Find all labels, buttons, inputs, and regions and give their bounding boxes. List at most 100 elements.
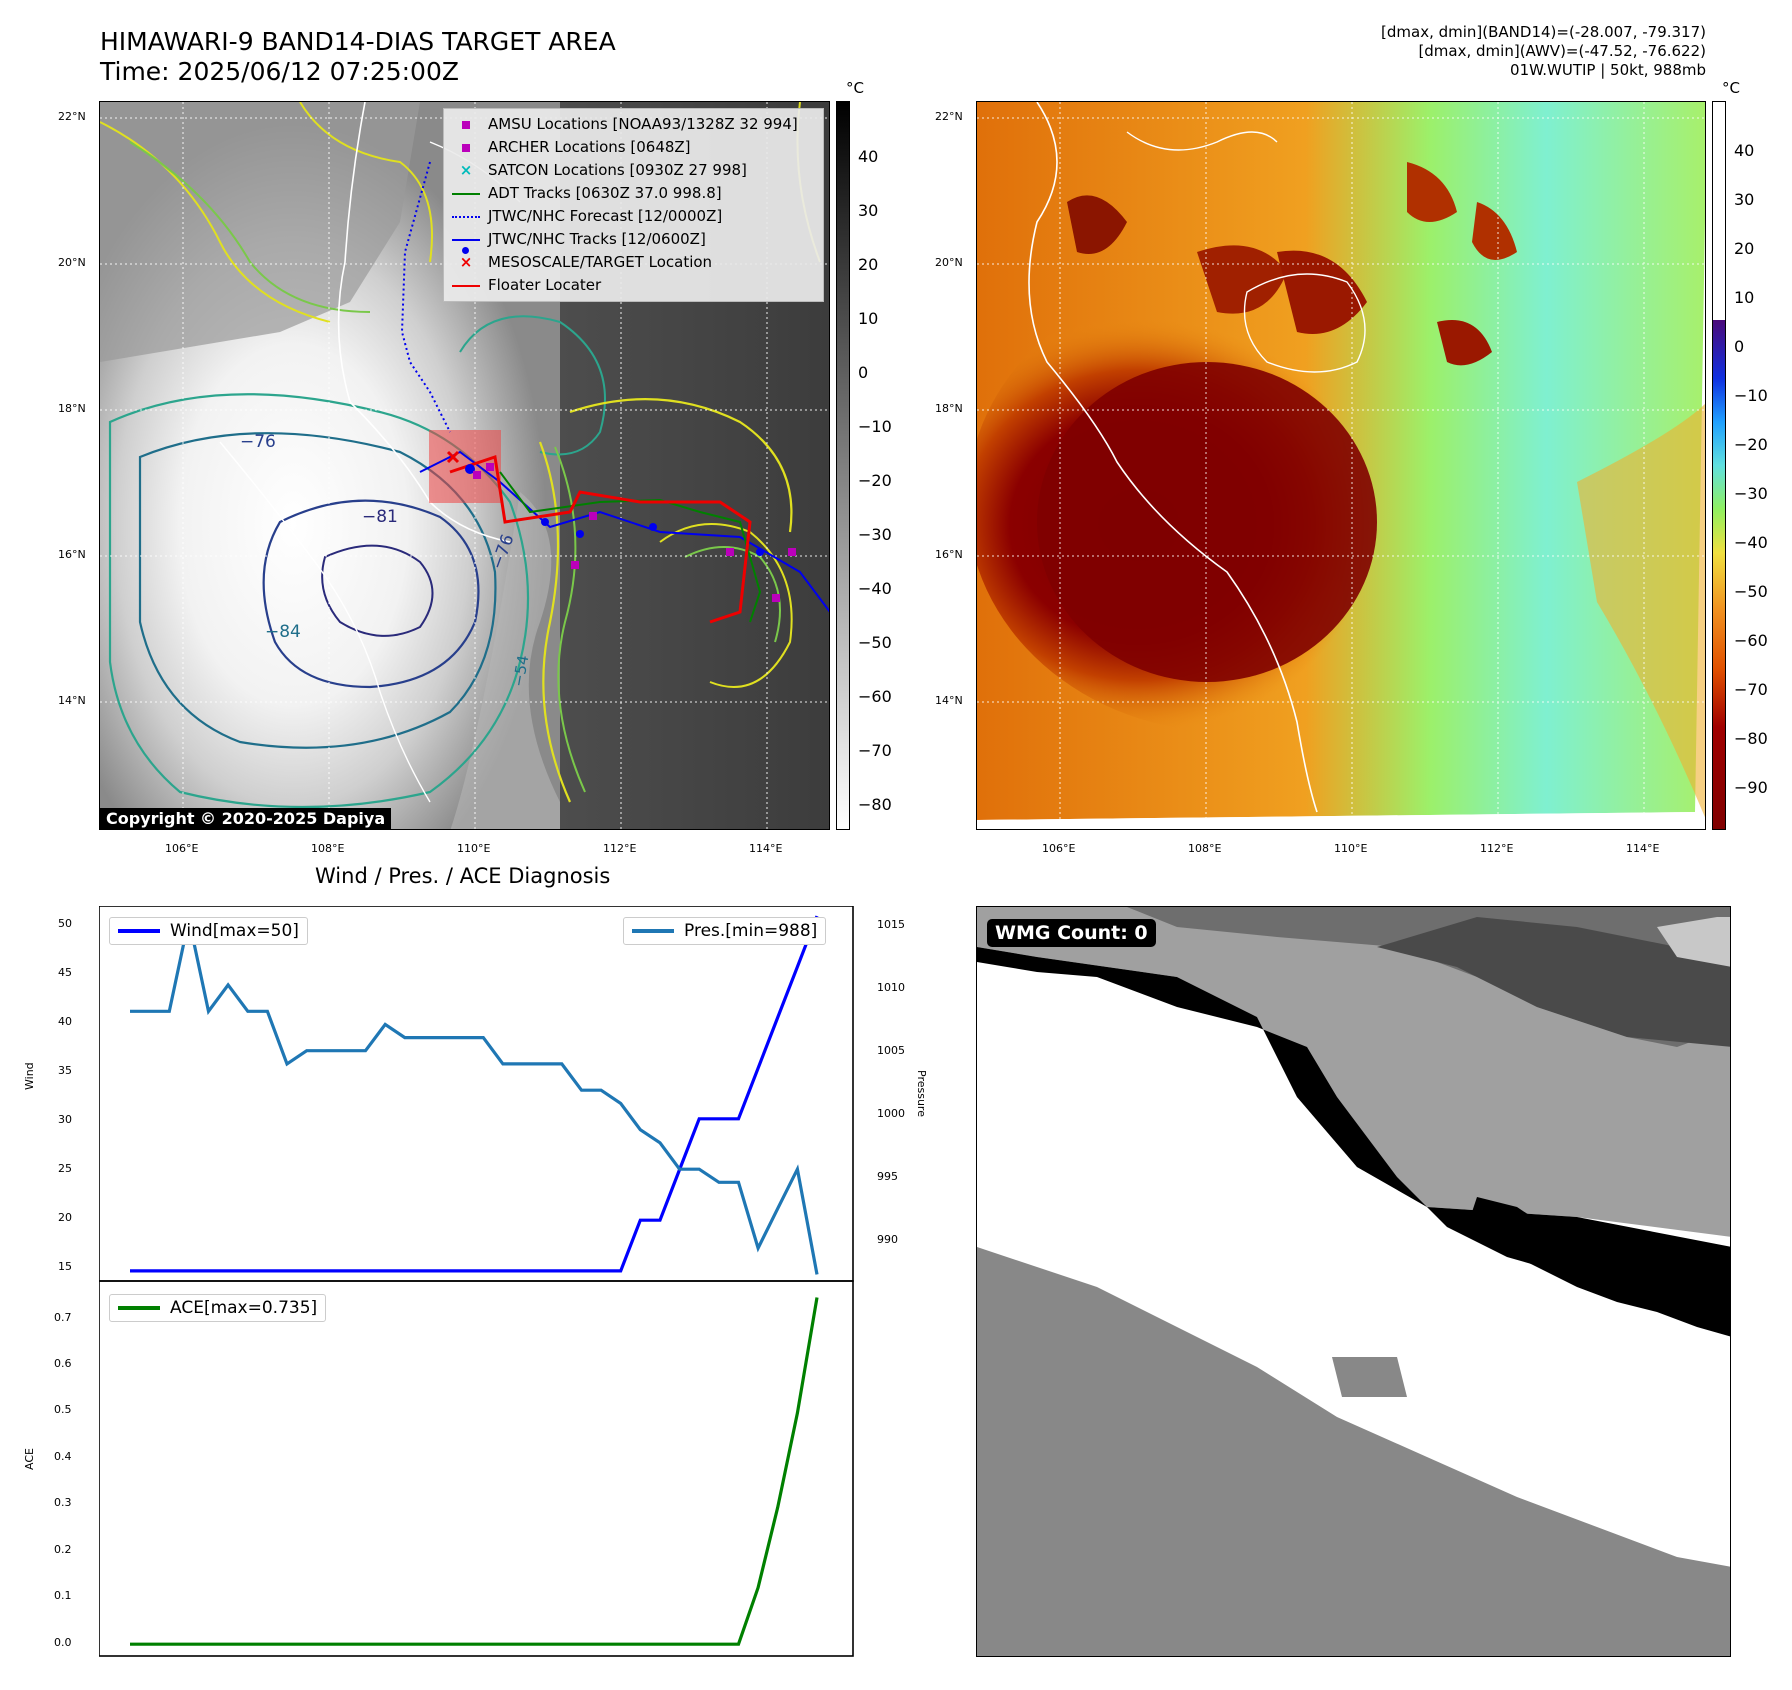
lon-tick: 112°E <box>1480 842 1514 855</box>
colorbar-tick: −80 <box>1734 729 1768 748</box>
colorbar-tick: −70 <box>1734 680 1768 699</box>
wind-axis-label: Wind <box>23 1062 36 1090</box>
ace-tick: 0.3 <box>54 1496 72 1509</box>
copyright-label: Copyright © 2020-2025 Dapiya <box>100 808 392 829</box>
wmg-panel: WMG Count: 0 <box>976 906 1731 1657</box>
colorbar-tick: 30 <box>1734 190 1755 209</box>
colorbar-unit: °C <box>846 79 864 97</box>
colorbar-tick: −10 <box>1734 386 1768 405</box>
band14-colorbar <box>836 101 850 830</box>
colorbar-tick: −20 <box>858 471 892 490</box>
info-band14-range: [dmax, dmin](BAND14)=(-28.007, -79.317) <box>1381 23 1706 41</box>
lat-tick: 22°N <box>935 110 963 123</box>
figure-title: HIMAWARI-9 BAND14-DIAS TARGET AREA Time:… <box>100 27 616 87</box>
wind-legend-swatch <box>118 929 160 933</box>
ace-tick: 0.7 <box>54 1311 72 1324</box>
ace-tick: 0.2 <box>54 1543 72 1556</box>
wind-legend: Wind[max=50] <box>109 917 308 945</box>
lon-tick: 108°E <box>311 842 345 855</box>
lat-tick: 20°N <box>935 256 963 269</box>
legend-item: ARCHER Locations [0648Z] <box>452 136 815 159</box>
legend-item: × MESOSCALE/TARGET Location <box>459 253 713 271</box>
colorbar-tick: 30 <box>858 201 879 220</box>
lat-tick: 14°N <box>935 694 963 707</box>
contour-label: −81 <box>362 507 398 527</box>
wind-tick: 35 <box>58 1064 72 1077</box>
colorbar-tick: −30 <box>1734 484 1768 503</box>
legend-item: Floater Locater <box>452 274 815 297</box>
diagnosis-chart <box>99 906 854 1657</box>
colorbar-unit: °C <box>1722 79 1740 97</box>
colorbar-tick: −50 <box>858 633 892 652</box>
wind-tick: 25 <box>58 1162 72 1175</box>
lon-tick: 110°E <box>1334 842 1368 855</box>
colorbar-tick: −60 <box>1734 631 1768 650</box>
wind-legend-label: Wind[max=50] <box>170 921 299 941</box>
colorbar-tick: 0 <box>1734 337 1745 356</box>
contour-label: −84 <box>265 622 301 642</box>
title-line-2: Time: 2025/06/12 07:25:00Z <box>100 57 459 86</box>
colorbar-tick: −40 <box>858 579 892 598</box>
pressure-tick: 1005 <box>877 1044 905 1057</box>
lat-tick: 18°N <box>935 402 963 415</box>
lon-tick: 112°E <box>603 842 637 855</box>
ace-legend: ACE[max=0.735] <box>109 1294 327 1322</box>
lat-tick: 16°N <box>935 548 963 561</box>
legend-item: ADT Tracks [0630Z 37.0 998.8] <box>452 182 815 205</box>
ace-frame <box>99 1280 854 1657</box>
ace-tick: 0.6 <box>54 1357 72 1370</box>
lat-tick: 22°N <box>58 110 86 123</box>
ace-tick: 0.1 <box>54 1589 72 1602</box>
colorbar-tick: −40 <box>1734 533 1768 552</box>
lon-tick: 114°E <box>1626 842 1660 855</box>
pressure-axis-label: Pressure <box>915 1070 928 1117</box>
storm-info: [dmax, dmin](BAND14)=(-28.007, -79.317) … <box>1381 23 1706 80</box>
pressure-tick: 1000 <box>877 1107 905 1120</box>
title-line-1: HIMAWARI-9 BAND14-DIAS TARGET AREA <box>100 27 616 56</box>
lon-tick: 110°E <box>457 842 491 855</box>
wind-tick: 50 <box>58 917 72 930</box>
lon-tick: 108°E <box>1188 842 1222 855</box>
colorbar-tick: −50 <box>1734 582 1768 601</box>
pressure-legend: Pres.[min=988] <box>623 917 827 945</box>
diagnosis-title: Wind / Pres. / ACE Diagnosis <box>315 864 611 888</box>
ace-series <box>130 1297 819 1646</box>
pressure-legend-swatch <box>632 929 674 933</box>
wind-line <box>130 915 819 1273</box>
map-legend: AMSU Locations [NOAA93/1328Z 32 994] ARC… <box>443 108 824 302</box>
contour-label: −76 <box>240 432 276 452</box>
lon-tick: 106°E <box>165 842 199 855</box>
colorbar-tick: −80 <box>858 795 892 814</box>
awv-imagery <box>977 102 1705 829</box>
band14-map: −76 −81 −76 −84 −54 AMSU Locations [NOAA… <box>99 101 830 830</box>
ace-tick: 0.5 <box>54 1403 72 1416</box>
colorbar-tick: 10 <box>1734 288 1755 307</box>
colorbar-tick: 20 <box>858 255 879 274</box>
ace-legend-swatch <box>118 1306 160 1310</box>
pressure-tick: 990 <box>877 1233 898 1246</box>
lat-tick: 20°N <box>58 256 86 269</box>
wmg-imagery <box>977 907 1730 1656</box>
legend-item: JTWC/NHC Tracks [12/0600Z] <box>452 228 815 254</box>
wind-tick: 20 <box>58 1211 72 1224</box>
colorbar-tick: 40 <box>858 147 879 166</box>
colorbar-tick: −90 <box>1734 778 1768 797</box>
ace-legend-label: ACE[max=0.735] <box>170 1298 318 1318</box>
ace-tick: 0.0 <box>54 1636 72 1649</box>
info-awv-range: [dmax, dmin](AWV)=(-47.52, -76.622) <box>1418 42 1706 60</box>
lat-tick: 14°N <box>58 694 86 707</box>
wmg-count-label: WMG Count: 0 <box>987 919 1156 947</box>
lon-tick: 114°E <box>749 842 783 855</box>
pressure-legend-label: Pres.[min=988] <box>684 921 818 941</box>
pressure-tick: 995 <box>877 1170 898 1183</box>
colorbar-tick: −20 <box>1734 435 1768 454</box>
colorbar-tick: 20 <box>1734 239 1755 258</box>
awv-map <box>976 101 1706 830</box>
wind-tick: 40 <box>58 1015 72 1028</box>
pressure-line <box>130 918 819 1275</box>
wind-series <box>130 915 819 1273</box>
ace-tick: 0.4 <box>54 1450 72 1463</box>
pressure-tick: 1010 <box>877 981 905 994</box>
pressure-series <box>130 918 819 1275</box>
colorbar-tick: −60 <box>858 687 892 706</box>
